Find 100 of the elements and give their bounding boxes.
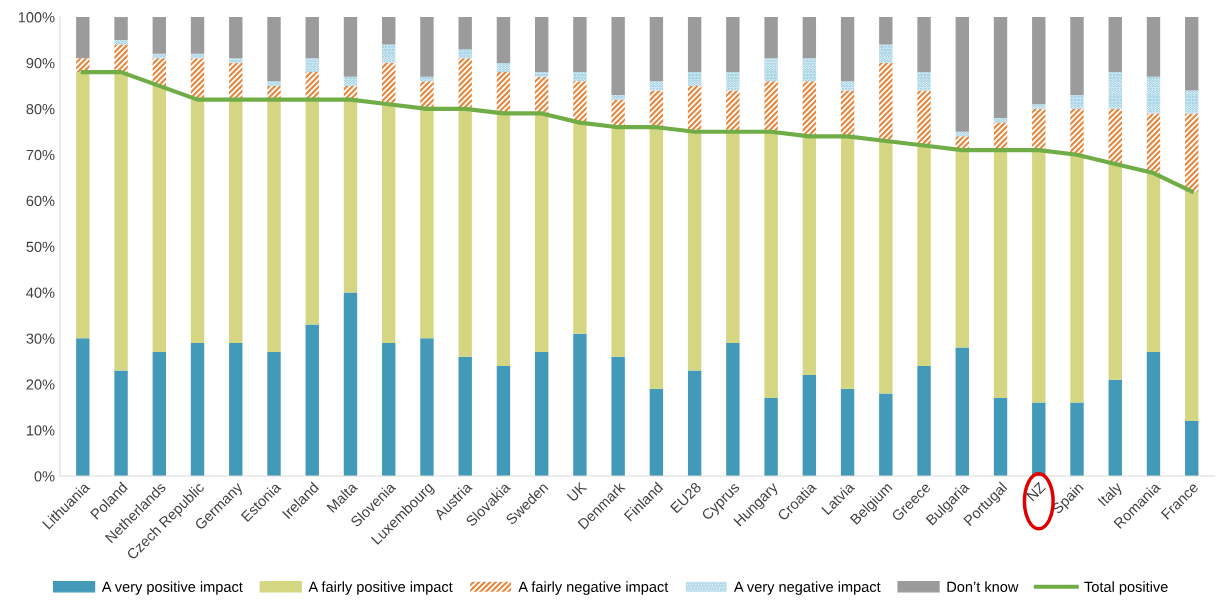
bar — [955, 150, 969, 348]
bar — [726, 72, 740, 91]
bar — [152, 58, 166, 86]
bar — [955, 17, 969, 132]
bar — [764, 131, 778, 399]
bar — [420, 81, 434, 109]
bar — [1146, 76, 1161, 114]
bar — [573, 81, 587, 123]
bar — [1146, 17, 1161, 77]
bar — [687, 131, 702, 371]
bar — [764, 58, 778, 82]
bar — [764, 17, 778, 59]
bar — [802, 136, 817, 376]
bar — [534, 352, 549, 477]
bar — [1146, 113, 1161, 174]
bar — [458, 356, 472, 477]
bar — [726, 131, 740, 343]
bar — [190, 17, 205, 54]
bar — [458, 58, 472, 109]
legend-label: Total positive — [1084, 581, 1168, 595]
bar — [917, 72, 931, 91]
bar — [802, 58, 817, 82]
y-tick-label: 40% — [26, 287, 55, 298]
bar — [152, 17, 166, 54]
y-tick-label: 0% — [34, 471, 55, 482]
bar — [802, 17, 817, 59]
bar — [917, 90, 931, 146]
bar — [840, 90, 855, 137]
bar — [76, 17, 90, 59]
bar — [1108, 72, 1122, 109]
bar — [573, 122, 587, 334]
bar — [1185, 17, 1199, 91]
bar — [420, 76, 434, 82]
bar — [802, 375, 817, 477]
bar — [1185, 113, 1199, 192]
bar — [343, 292, 358, 477]
y-tick-label: 20% — [26, 379, 55, 390]
bar — [343, 76, 358, 86]
bar — [764, 398, 778, 477]
bar — [726, 17, 740, 73]
bar — [229, 342, 243, 477]
bar — [1070, 402, 1084, 477]
bar — [649, 127, 664, 389]
bar — [802, 81, 817, 137]
bar — [152, 85, 166, 353]
bar — [1108, 379, 1122, 477]
bar — [114, 72, 128, 371]
bar — [917, 17, 931, 73]
bar — [1070, 108, 1084, 155]
bar — [305, 72, 319, 100]
bar — [993, 150, 1008, 399]
bar — [1032, 402, 1046, 477]
bar — [458, 17, 472, 50]
bar — [611, 127, 625, 357]
bar — [573, 333, 587, 477]
bar — [1032, 17, 1046, 105]
bar — [267, 17, 281, 82]
bar — [1146, 352, 1161, 477]
bar — [1032, 104, 1046, 109]
bar — [152, 352, 166, 477]
bar — [534, 76, 549, 114]
bar — [305, 58, 319, 73]
bar — [1070, 154, 1084, 403]
bar — [879, 62, 893, 141]
bar — [382, 17, 396, 45]
bar — [840, 81, 855, 91]
bar — [993, 118, 1008, 123]
bar — [114, 370, 128, 477]
bar — [229, 62, 243, 100]
bar — [726, 342, 740, 477]
bar — [420, 338, 434, 477]
bar — [611, 95, 625, 100]
x-tick-label: NZ — [1026, 481, 1046, 502]
bar — [879, 17, 893, 45]
bar — [649, 90, 664, 128]
bar — [534, 17, 549, 73]
bar — [229, 99, 243, 343]
bar — [1032, 108, 1046, 151]
bar — [1108, 163, 1122, 380]
bar — [267, 352, 281, 477]
bar — [458, 49, 472, 59]
bar — [1070, 95, 1084, 109]
bar — [382, 104, 396, 343]
bar — [1032, 150, 1046, 403]
bar — [955, 347, 969, 477]
bar — [190, 99, 205, 343]
bar — [267, 81, 281, 86]
legend-label: Don’t know — [947, 581, 1019, 592]
y-tick-label: 50% — [26, 241, 55, 252]
bar — [1070, 17, 1084, 96]
legend-label: A fairly positive impact — [308, 581, 453, 595]
bar — [1185, 90, 1199, 114]
bar — [420, 108, 434, 339]
bar — [190, 342, 205, 477]
bar — [649, 17, 664, 82]
y-tick-label: 70% — [26, 149, 55, 161]
bar — [76, 338, 90, 477]
bar — [496, 365, 511, 477]
bar — [305, 99, 319, 325]
bar — [305, 324, 319, 477]
